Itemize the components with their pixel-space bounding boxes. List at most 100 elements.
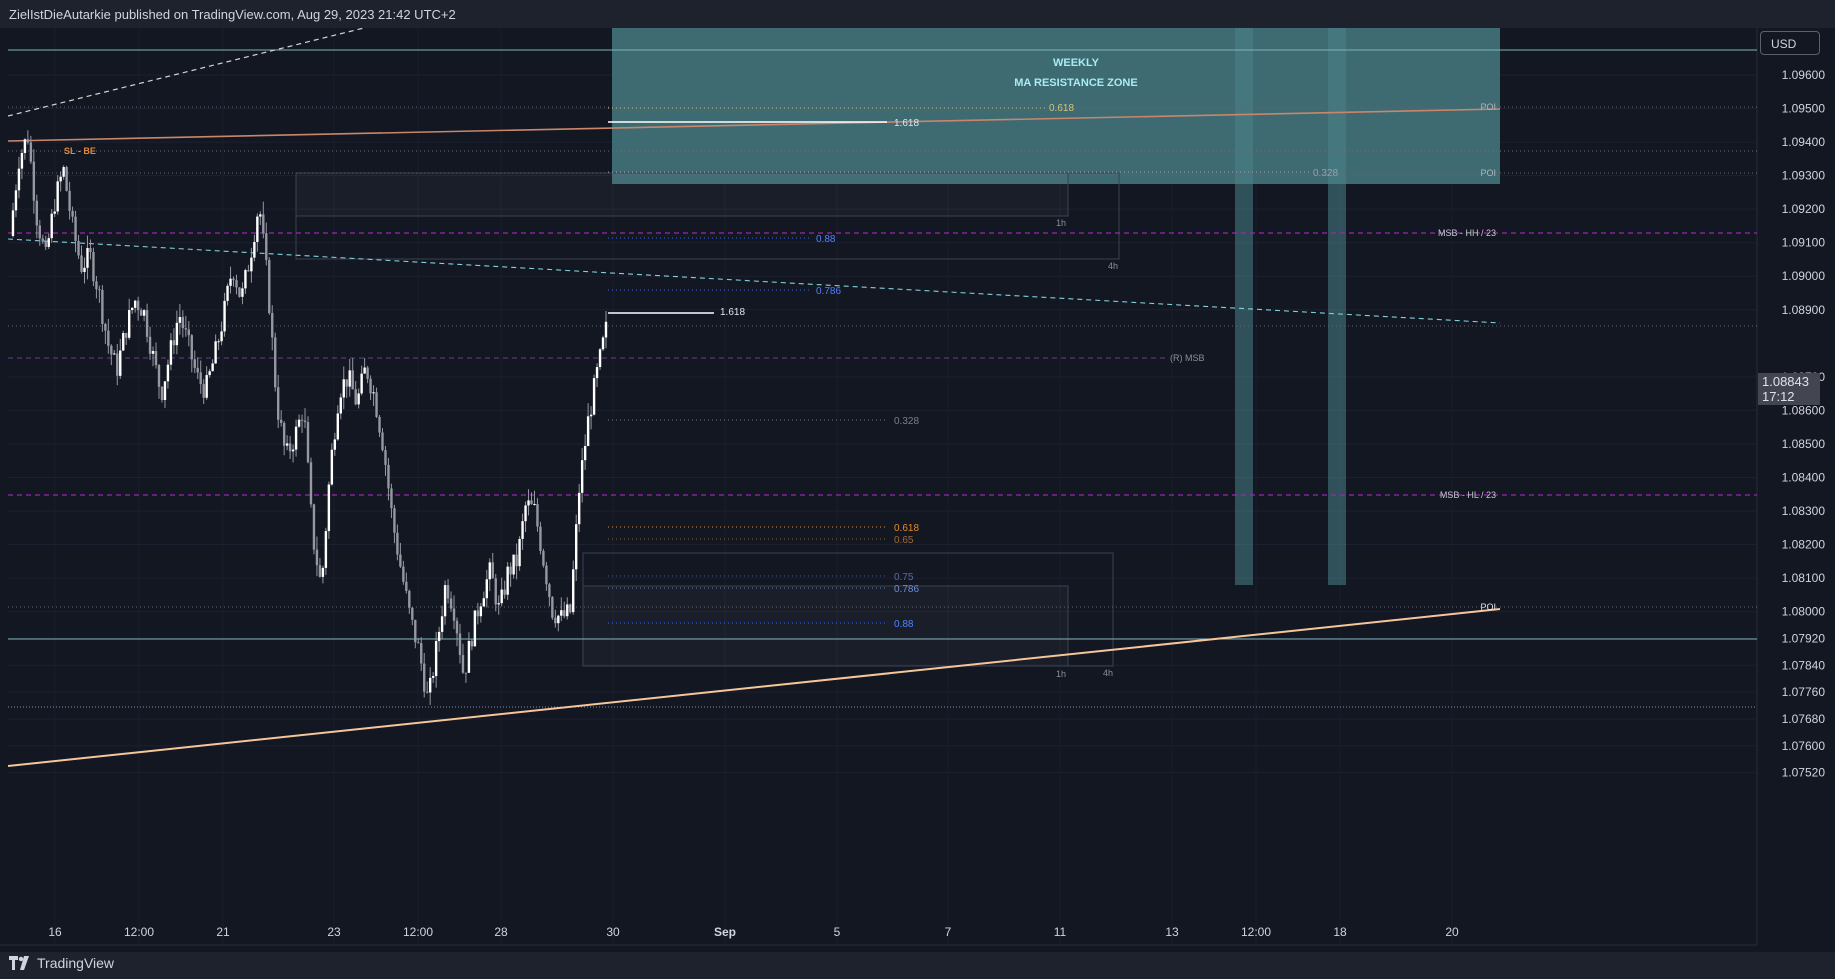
candle-body: [107, 330, 110, 346]
candle-body: [360, 373, 363, 394]
candle-body: [381, 432, 384, 451]
candle-body: [288, 443, 292, 452]
candle-body: [399, 554, 402, 567]
candle-body: [238, 287, 241, 297]
price-tick-label: 1.08000: [1782, 605, 1826, 619]
fib-label: 0.65: [894, 535, 914, 546]
candle-body: [274, 337, 277, 388]
candle-body: [98, 289, 101, 291]
candle-body: [452, 608, 456, 621]
poi-label: POI: [1480, 102, 1496, 112]
last-price-badge: 1.08843 17:12: [1758, 373, 1820, 405]
candle-body: [220, 331, 223, 342]
candle-body: [169, 340, 173, 365]
fib-label: 1.618: [720, 307, 745, 318]
candle-body: [557, 615, 560, 624]
candle-body: [41, 238, 44, 242]
candle-body: [586, 416, 590, 447]
price-tick-label: 1.07520: [1782, 766, 1826, 780]
time-tick-label: 12:00: [124, 925, 154, 939]
candle-body: [521, 521, 524, 539]
candle-body: [83, 267, 86, 272]
msb-hh-label: MSB - HH / 23: [1438, 228, 1496, 238]
candle-body: [533, 504, 536, 506]
candle-body: [187, 329, 190, 336]
candle-body: [440, 616, 444, 632]
time-tick-label: 30: [606, 925, 620, 939]
order-block-1h-top: [295, 172, 1069, 217]
order-block-4h-top: [295, 172, 1120, 260]
candle-body: [133, 300, 137, 308]
candle-body: [554, 617, 557, 624]
fib-label: 0.88: [894, 619, 914, 630]
candle-body: [199, 372, 202, 385]
grid: [8, 28, 1757, 945]
candle-body: [14, 190, 18, 211]
publish-info: ZielIstDieAutarkie published on TradingV…: [9, 7, 456, 22]
candle-body: [268, 259, 271, 314]
time-tick-label: 18: [1333, 925, 1347, 939]
fib-label: 0.618: [894, 523, 919, 534]
candle-body: [214, 341, 217, 364]
candle-body: [384, 450, 387, 465]
candle-body: [500, 589, 503, 604]
candle-body: [321, 567, 325, 577]
candle-body: [354, 389, 357, 405]
fib-label: 0.75: [894, 572, 914, 583]
time-tick-label: Sep: [714, 925, 736, 939]
candle-body: [62, 167, 65, 177]
candle-body: [580, 460, 584, 493]
price-tick-label: 1.09500: [1782, 102, 1826, 116]
time-tick-label: 13: [1165, 925, 1179, 939]
price-tick-label: 1.07600: [1782, 739, 1826, 753]
candle-body: [217, 341, 220, 343]
candle-body: [202, 384, 205, 398]
candle-body: [366, 367, 369, 379]
price-tick-label: 1.09100: [1782, 236, 1826, 250]
fib-label: 0.786: [894, 584, 919, 595]
bar-countdown: 17:12: [1762, 389, 1795, 404]
candle-body: [95, 281, 98, 290]
tradingview-logo[interactable]: TradingView: [9, 955, 114, 971]
price-tick-label: 1.08400: [1782, 470, 1826, 484]
candle-body: [563, 610, 566, 617]
candle-body: [101, 289, 104, 324]
candle-body: [458, 633, 462, 656]
time-tick-label: 21: [216, 925, 230, 939]
currency-button[interactable]: USD: [1760, 31, 1820, 55]
candle-body: [575, 524, 578, 570]
candle-body: [387, 464, 390, 489]
candle-body: [488, 562, 491, 580]
candle-body: [464, 672, 468, 674]
candle-body: [279, 419, 283, 423]
time-axis-labels: 16 12:00 21 23 12:00 28 30 Sep 5 7 11 13 12:00 18 20: [48, 925, 1459, 939]
candle-body: [23, 139, 27, 153]
candle-body: [190, 335, 193, 360]
candle-body: [53, 211, 56, 214]
candle-body: [494, 578, 497, 605]
candle-body: [119, 350, 122, 376]
candle-body: [181, 316, 185, 329]
candle-body: [71, 210, 74, 217]
candle-body: [476, 610, 480, 617]
tradingview-icon: [9, 956, 29, 970]
candle-body: [89, 248, 92, 252]
candle-body: [282, 422, 286, 446]
candle-body: [414, 619, 417, 643]
candle-body: [393, 508, 396, 533]
candle-body: [47, 238, 50, 247]
tf-label-4h: 4h: [1103, 668, 1113, 678]
candle-body: [577, 492, 581, 525]
time-tick-label: 28: [494, 925, 508, 939]
candle-body: [527, 500, 530, 506]
fib-label: 0.618: [1049, 103, 1074, 114]
price-tick-label: 1.08500: [1782, 437, 1826, 451]
candle-body: [512, 554, 515, 575]
candle-body: [443, 585, 447, 617]
price-scale-area[interactable]: [1757, 28, 1835, 952]
candle-body: [226, 285, 229, 301]
candle-body: [560, 610, 563, 616]
candle-body: [408, 590, 411, 608]
candle-body: [256, 216, 259, 242]
